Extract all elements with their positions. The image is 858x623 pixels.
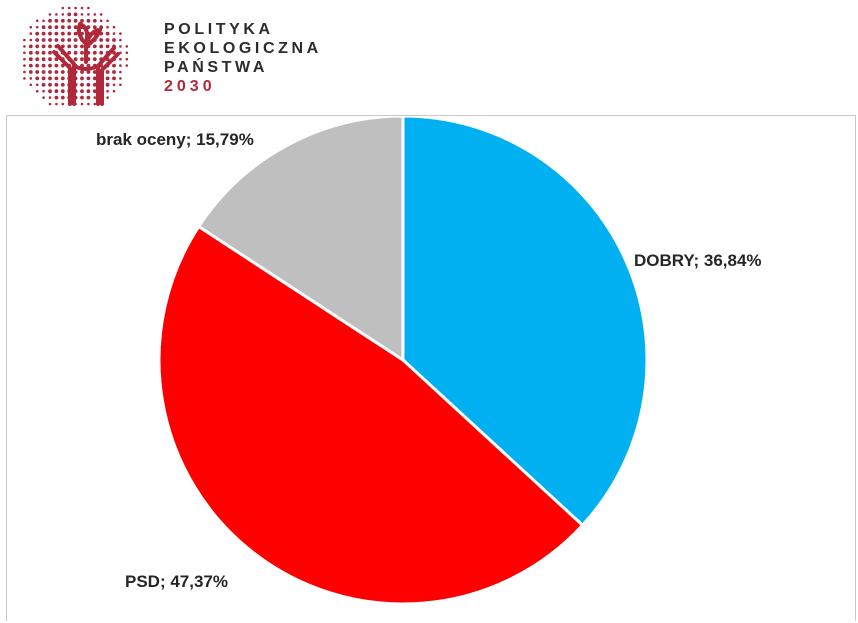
data-label-dobry: DOBRY; 36,84% xyxy=(634,251,762,270)
logo: POLITYKA EKOLOGICZNA PAŃSTWA 2030 xyxy=(0,0,858,112)
chart-area: DOBRY; 36,84% PSD; 47,37% brak oceny; 15,7… xyxy=(6,115,856,621)
logo-dots-hands-icon xyxy=(23,6,129,106)
pie-slice-brak-oceny xyxy=(196,116,405,363)
logo-line-1: POLITYKA xyxy=(164,21,274,38)
data-label-psd: PSD; 47,37% xyxy=(125,572,228,591)
data-label-brak-oceny: brak oceny; 15,79% xyxy=(96,130,254,149)
pie-slice-psd xyxy=(157,224,585,606)
pie-slice-dobry xyxy=(401,116,649,528)
logo-year: 2030 xyxy=(164,78,216,95)
logo-wordmark: POLITYKA EKOLOGICZNA PAŃSTWA 2030 xyxy=(164,20,322,96)
logo-line-2: EKOLOGICZNA xyxy=(164,40,322,57)
logo-line-3: PAŃSTWA xyxy=(164,59,269,76)
pie-chart: DOBRY; 36,84% PSD; 47,37% brak oceny; 15,7… xyxy=(96,116,762,606)
